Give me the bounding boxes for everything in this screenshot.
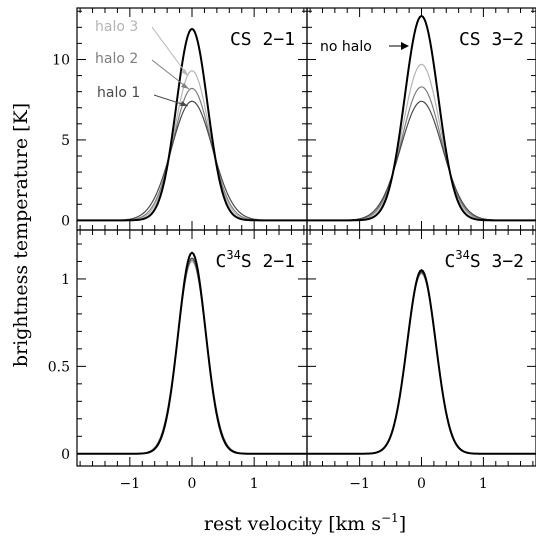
y-tick-label: 5 [61,133,70,149]
x-tick-label: −1 [120,476,141,492]
y-tick-label: 1 [61,272,70,288]
series-line-halo-1 [77,100,307,221]
x-tick-label: 1 [250,476,259,492]
panel-title-superscript: 34 [226,248,240,262]
annotation-halo1: halo 1 [97,85,140,101]
series-line-halo-3 [307,63,536,221]
series-line-no-halo [77,251,307,455]
panel-title-superscript: 34 [455,248,469,262]
x-axis-label-exponent: −1 [381,511,399,525]
panel-4: −1 0 1 C34S 3−2 [306,229,536,492]
x-axis-label-main: rest velocity [km s [204,513,381,535]
panel-title-part: S 2−1 [241,251,295,272]
series-line-no-halo [307,269,536,455]
series-line-halo-2 [307,86,536,221]
y-axis-label: brightness temperature [K] [10,103,32,367]
arrow-halo2-line [151,59,190,90]
panel-3: 0 0.5 1 −1 0 1 C34S 2−1 [48,229,308,492]
panel-title-part: C [445,251,456,272]
arrow-halo3-head [181,69,188,76]
y-tick-label: 10 [52,52,70,68]
series-line-no-halo [77,27,307,222]
y-tick-label: 0 [61,447,70,463]
x-axis-label-close: ] [399,513,406,535]
arrow-no-halo-head [401,42,409,50]
y-tick-label: 0.5 [48,359,70,375]
series-line-halo-1 [307,271,536,455]
series-line-no-halo [307,14,536,222]
panel-title: C34S 3−2 [445,248,524,272]
x-tick-label: 0 [188,476,197,492]
series-line-halo-3 [77,260,307,455]
y-tick-label: 0 [61,213,70,229]
panel-title: CS 2−1 [230,29,295,50]
annotation-halo3: halo 3 [95,19,138,35]
x-tick-label: 0 [417,476,426,492]
panel-2: CS 3−2 [306,7,536,231]
series-line-halo-1 [77,257,307,455]
annotation-no-halo: no halo [320,39,372,55]
arrow-halo3-line [151,26,189,77]
panel-frame [306,229,536,467]
panel-1: 0 5 10 CS 2−1 [52,7,308,231]
series-line-halo-2 [77,258,307,455]
x-tick-label: −1 [349,476,370,492]
series-line-halo-2 [307,272,536,455]
series-line-halo-2 [77,87,307,221]
arrow-halo1-head [180,101,188,106]
series-line-halo-1 [307,100,536,221]
x-axis-label: rest velocity [km s−1] [204,511,406,535]
series-line-halo-3 [307,272,536,455]
panel-title: C34S 2−1 [216,248,295,272]
panel-title-part: S 3−2 [470,251,524,272]
panel-title: CS 3−2 [459,29,524,50]
panel-title-part: C [216,251,227,272]
arrow-halo2-head [181,83,189,89]
x-tick-label: 1 [479,476,488,492]
annotation-halo2: halo 2 [95,51,138,67]
